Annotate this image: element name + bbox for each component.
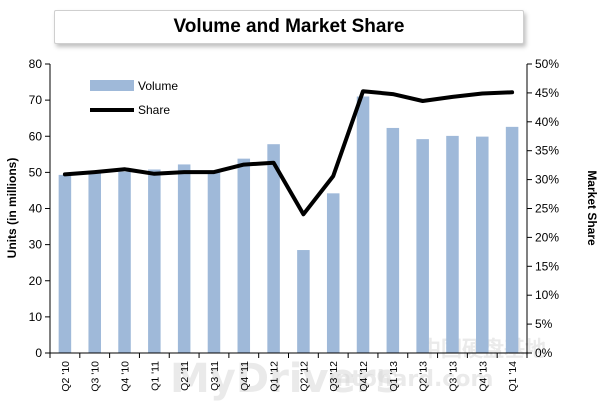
legend-share-label: Share <box>138 103 170 117</box>
y-tick-label: 50 <box>29 165 43 179</box>
x-tick-label: Q1 '13 <box>388 361 400 392</box>
volume-bar <box>356 96 370 353</box>
y2-tick-label: 20% <box>535 230 559 244</box>
y2-tick-label: 5% <box>535 317 553 331</box>
x-tick-label: Q3 '11 <box>209 361 221 391</box>
y2-tick-label: 35% <box>535 144 559 158</box>
x-tick-label: Q4 '11 <box>239 361 251 391</box>
y-tick-label: 80 <box>29 57 43 71</box>
legend-volume-swatch <box>90 80 134 91</box>
x-tick-label: Q1 '14 <box>507 361 519 392</box>
volume-bar <box>148 169 161 353</box>
y2-tick-label: 45% <box>535 86 559 100</box>
x-tick-label: Q2 '10 <box>60 361 72 392</box>
volume-bar <box>505 126 519 353</box>
y-tick-label: 20 <box>29 274 43 288</box>
volume-bar <box>58 174 72 353</box>
share-line <box>62 89 515 217</box>
volume-bar <box>476 136 489 353</box>
volume-bar <box>446 135 459 353</box>
volume-bar <box>237 158 251 353</box>
volume-bar <box>267 144 280 353</box>
volume-bar <box>177 164 191 353</box>
watermark-latin: MyDrivers <box>170 356 399 402</box>
y2-tick-label: 15% <box>535 259 559 273</box>
volume-bar <box>297 250 310 353</box>
y2-tick-label: 0% <box>535 346 553 360</box>
legend-volume-label: Volume <box>138 79 178 93</box>
x-tick-label: Q1 '11 <box>149 361 161 391</box>
x-tick-label: Q2 '11 <box>179 361 191 391</box>
x-tick-label: Q3 '13 <box>447 361 459 392</box>
x-tick-label: Q4 '12 <box>358 361 370 392</box>
y2-axis-label: Market Share <box>585 170 599 246</box>
volume-bar <box>207 172 221 353</box>
volume-bar <box>88 170 101 353</box>
watermark-url: intohard.com <box>328 367 493 392</box>
x-tick-label: Q3 '12 <box>328 361 340 392</box>
chart-title: Volume and Market Share <box>173 16 405 37</box>
y-axis-label: Units (in millions) <box>5 158 19 259</box>
x-tick-label: Q3 '10 <box>90 361 102 392</box>
y-tick-label: 10 <box>29 310 43 324</box>
ticks: 0 10 20 30 40 50 60 70 80 0% 5% 10% 15% 20% 25% 30% 35% 4… <box>29 57 560 392</box>
volume-bar <box>326 193 340 353</box>
x-tick-label: Q2 '13 <box>418 361 430 392</box>
y2-tick-label: 25% <box>535 202 559 216</box>
volume-bar <box>118 171 131 353</box>
x-tick-label: Q1 '12 <box>269 361 281 392</box>
chart-title-box: Volume and Market Share <box>54 10 524 44</box>
volume-bar <box>416 139 429 353</box>
y-tick-label: 30 <box>29 238 43 252</box>
y-tick-label: 0 <box>35 346 42 360</box>
x-tick-label: Q4 '10 <box>120 361 132 392</box>
legend: Volume Share <box>90 79 178 117</box>
x-tick-label: Q2 '12 <box>298 361 310 392</box>
share-line-group <box>62 89 515 217</box>
bars <box>58 96 519 353</box>
y2-tick-label: 50% <box>535 57 559 71</box>
y2-tick-label: 40% <box>535 115 559 129</box>
x-tick-label: Q4 '13 <box>477 361 489 392</box>
y-tick-label: 40 <box>29 202 43 216</box>
y-tick-label: 60 <box>29 129 43 143</box>
volume-bar <box>386 127 400 353</box>
y-tick-label: 70 <box>29 93 43 107</box>
y2-tick-label: 30% <box>535 173 559 187</box>
y2-tick-label: 10% <box>535 288 559 302</box>
